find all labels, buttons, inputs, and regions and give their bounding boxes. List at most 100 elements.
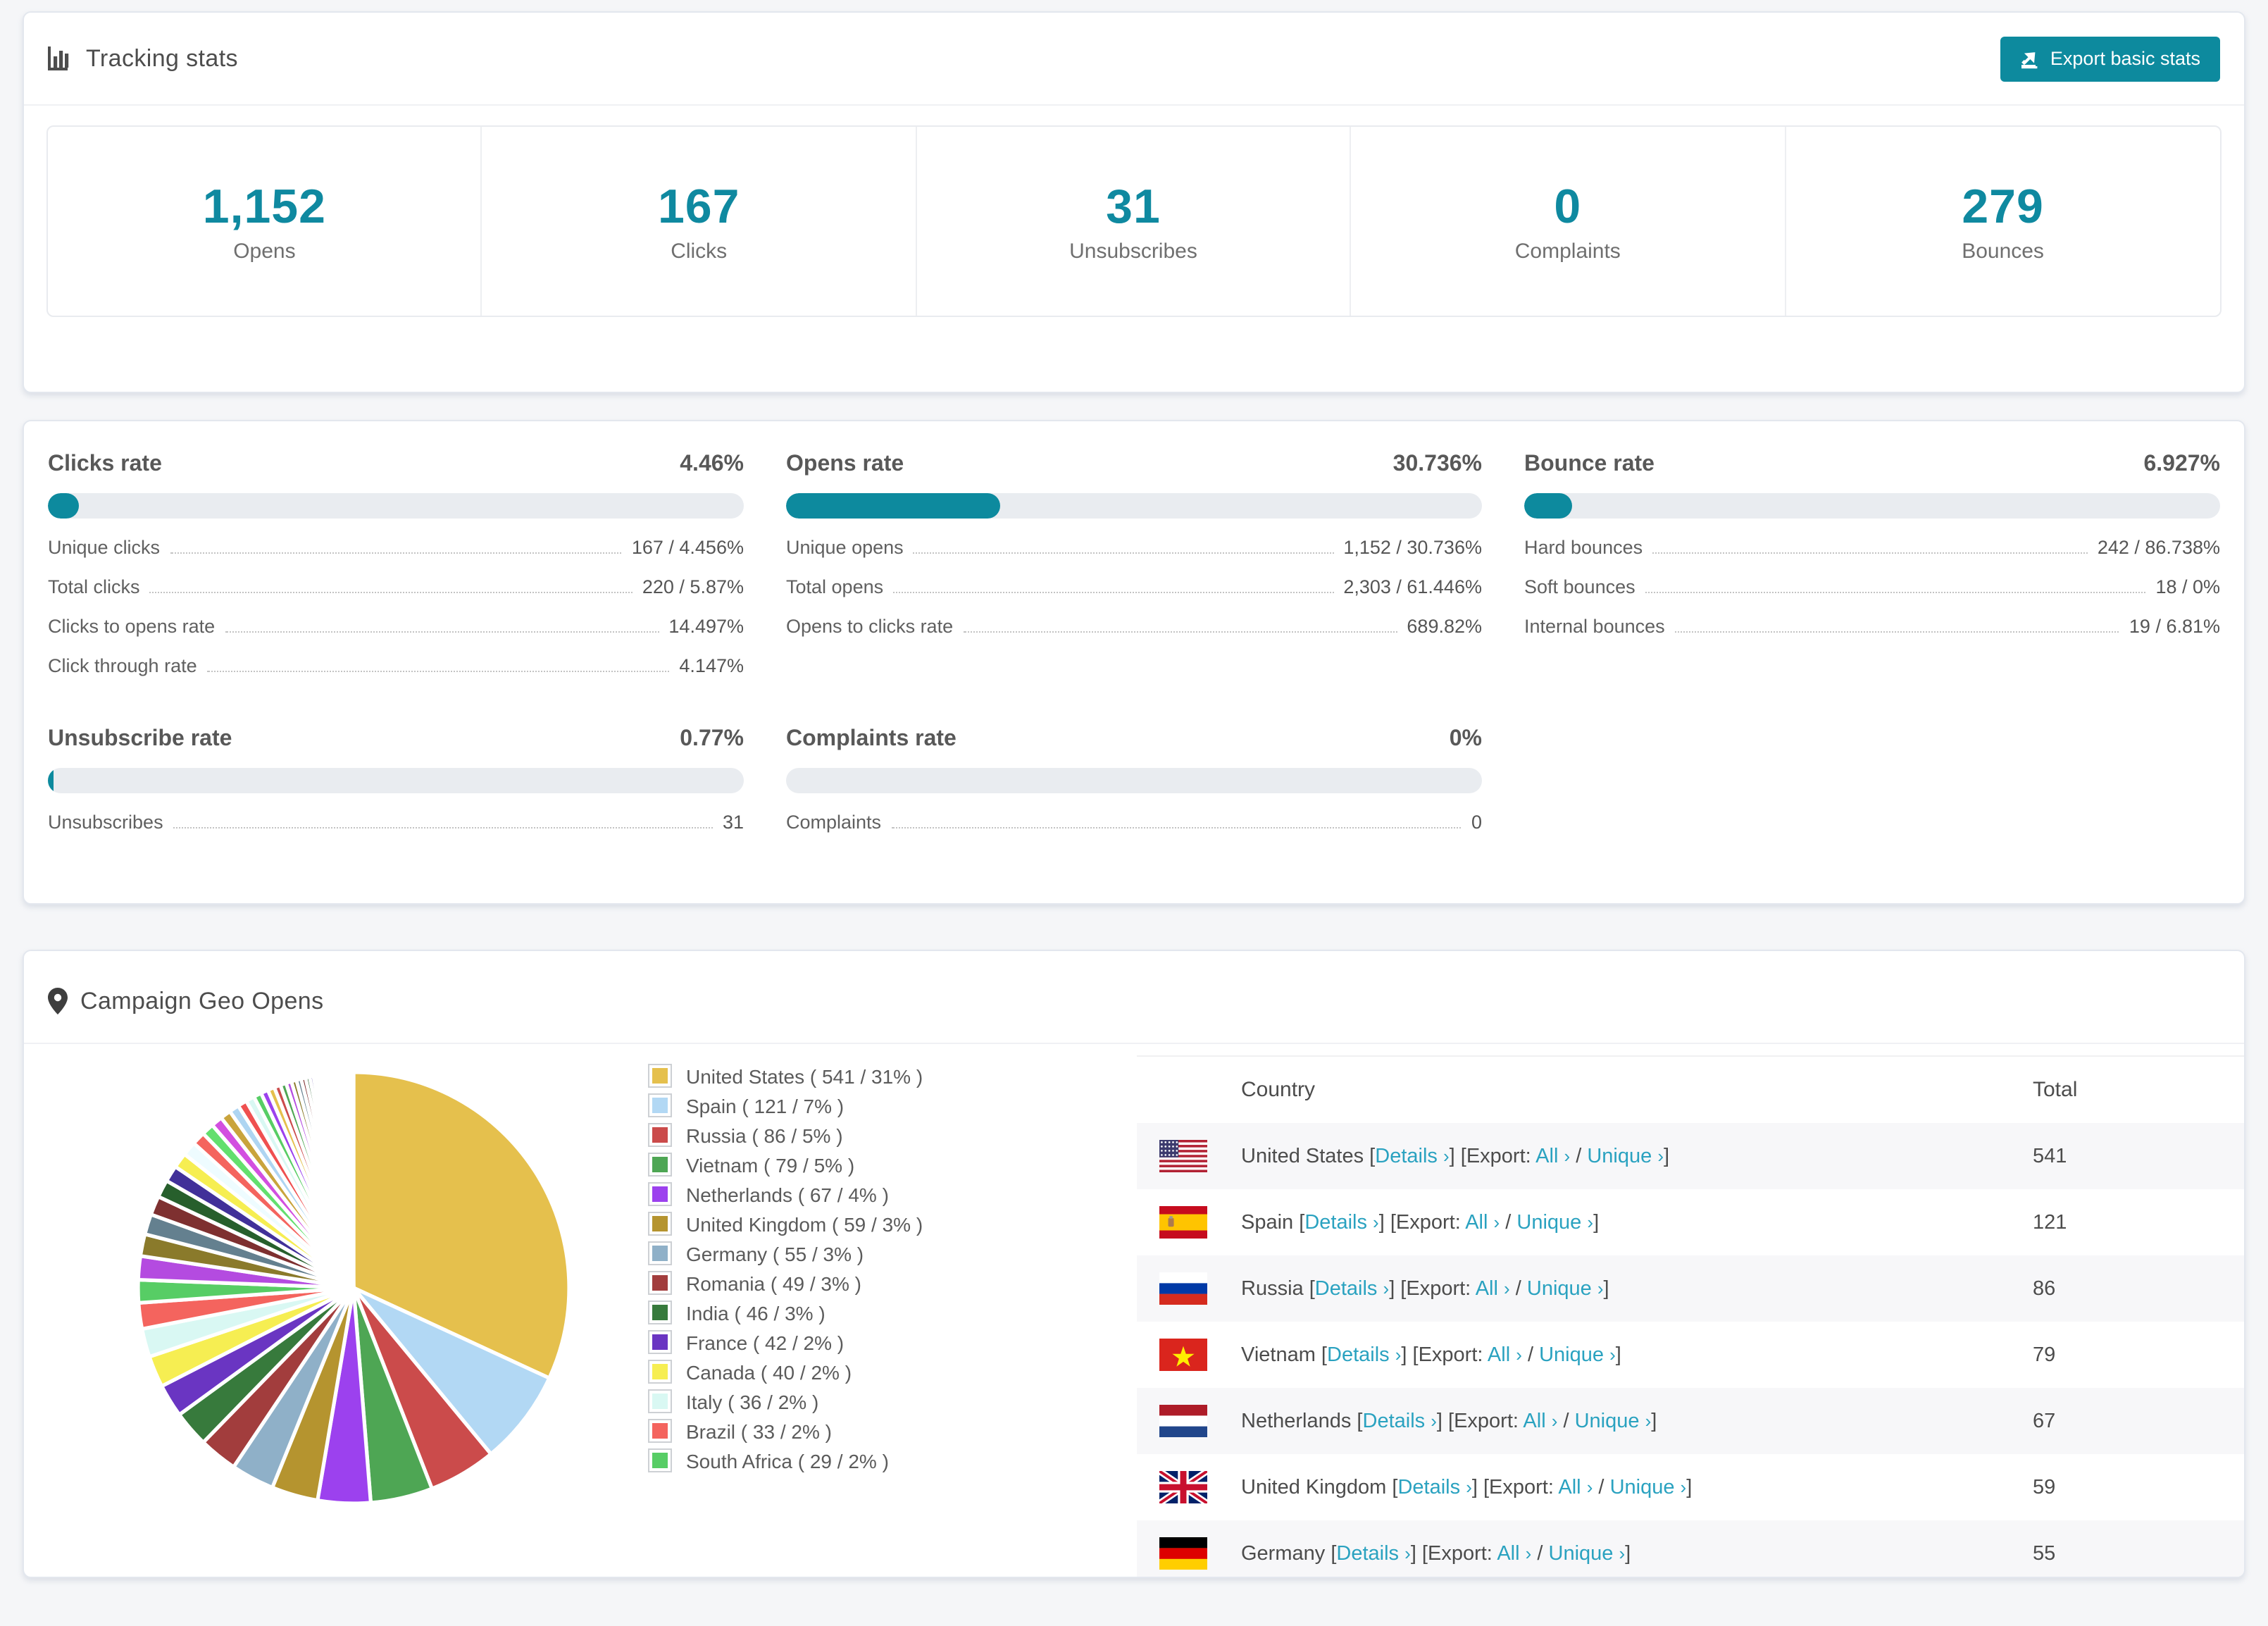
geo-opens-title: Campaign Geo Opens: [80, 987, 324, 1014]
export-unique-link[interactable]: Unique ›: [1548, 1542, 1626, 1565]
rate-detail-value: 1,152 / 30.736%: [1343, 537, 1482, 558]
legend-item: Netherlands ( 67 / 4% ): [649, 1183, 1086, 1205]
country-name: Netherlands: [1241, 1410, 1352, 1432]
details-link[interactable]: Details ›: [1362, 1410, 1437, 1432]
geo-table-row-gb: United Kingdom [Details ›] [Export: All …: [1137, 1454, 2244, 1520]
country-name: Vietnam: [1241, 1343, 1316, 1366]
details-link[interactable]: Details ›: [1304, 1211, 1379, 1234]
geo-opens-card: Campaign Geo Opens United States ( 541 /…: [23, 950, 2245, 1578]
pie-slice[interactable]: [351, 1070, 356, 1290]
rate-detail-row: Internal bounces 19 / 6.81%: [1524, 613, 2220, 637]
rate-detail-row: Unique opens 1,152 / 30.736%: [786, 534, 1482, 558]
export-all-link[interactable]: All ›: [1535, 1145, 1571, 1167]
column-header-total: Total: [2033, 1078, 2078, 1102]
geo-pie-chart: [134, 1068, 573, 1508]
legend-item: Spain ( 121 / 7% ): [649, 1094, 1086, 1117]
stat-value: 279: [1962, 180, 2044, 233]
rate-block-unsubscribe-rate: Unsubscribe rate 0.77% Unsubscribes 31: [48, 727, 744, 833]
stat-label: Unsubscribes: [1069, 239, 1197, 263]
rate-block-bounce-rate: Bounce rate 6.927% Hard bounces 242 / 86…: [1524, 452, 2220, 676]
pie-slice[interactable]: [351, 1070, 571, 1380]
legend-label: Russia ( 86 / 5% ): [686, 1124, 843, 1146]
stat-label: Clicks: [671, 239, 728, 263]
stat-box-complaints: 0 Complaints: [1351, 127, 1786, 316]
dotted-leader: [891, 827, 1462, 828]
legend-label: Spain ( 121 / 7% ): [686, 1094, 845, 1117]
legend-label: Germany ( 55 / 3% ): [686, 1242, 864, 1265]
legend-swatch: [649, 1361, 671, 1382]
export-unique-link[interactable]: Unique ›: [1587, 1145, 1664, 1167]
country-cell: United Kingdom [Details ›] [Export: All …: [1241, 1476, 1693, 1498]
geo-table-row-nl: Netherlands [Details ›] [Export: All › /…: [1137, 1388, 2244, 1454]
export-all-link[interactable]: All ›: [1558, 1476, 1593, 1498]
rate-progress-bar: [48, 493, 744, 519]
country-name: United Kingdom: [1241, 1476, 1387, 1498]
tracking-stats-title: Tracking stats: [86, 44, 238, 71]
total-cell: 86: [2033, 1277, 2056, 1300]
geo-table-row-de: Germany [Details ›] [Export: All › / Uni…: [1137, 1520, 2244, 1577]
campaign-stats-page: Tracking stats Export basic stats 1,152 …: [0, 11, 2268, 1626]
legend-label: Italy ( 36 / 2% ): [686, 1390, 819, 1413]
rate-detail-row: Unique clicks 167 / 4.456%: [48, 534, 744, 558]
rate-detail-value: 689.82%: [1407, 616, 1482, 637]
legend-swatch: [649, 1213, 671, 1234]
export-all-link[interactable]: All ›: [1475, 1277, 1510, 1300]
rate-title: Clicks rate: [48, 452, 162, 476]
legend-swatch: [649, 1124, 671, 1146]
details-link[interactable]: Details ›: [1314, 1277, 1390, 1300]
export-all-link[interactable]: All ›: [1487, 1343, 1522, 1366]
stat-label: Bounces: [1962, 239, 2044, 263]
geo-table-header: Country Total: [1137, 1057, 2244, 1123]
export-unique-link[interactable]: Unique ›: [1539, 1343, 1616, 1366]
legend-swatch: [649, 1391, 671, 1412]
legend-label: France ( 42 / 2% ): [686, 1331, 845, 1353]
summary-stats-grid: 1,152 Opens 167 Clicks 31 Unsubscribes 0 Co…: [46, 125, 2222, 317]
flag-gb-icon: [1159, 1471, 1207, 1503]
total-cell: 59: [2033, 1476, 2056, 1498]
export-basic-stats-button[interactable]: Export basic stats: [2000, 36, 2220, 81]
geo-table-row-es: Spain [Details ›] [Export: All › / Uniqu…: [1137, 1189, 2244, 1255]
country-cell: United States [Details ›] [Export: All ›…: [1241, 1145, 1670, 1167]
pie-slice[interactable]: [351, 1286, 552, 1456]
rate-value: 4.46%: [680, 452, 744, 476]
legend-item: United States ( 541 / 31% ): [649, 1065, 1086, 1087]
rate-detail-label: Complaints: [786, 812, 882, 833]
rate-detail-value: 220 / 5.87%: [642, 576, 744, 597]
rate-detail-label: Total opens: [786, 576, 884, 597]
column-header-country: Country: [1241, 1078, 1316, 1102]
export-unique-link[interactable]: Unique ›: [1516, 1211, 1594, 1234]
flag-vn-icon: [1159, 1339, 1207, 1371]
rate-detail-value: 0: [1471, 812, 1482, 833]
legend-item: Brazil ( 33 / 2% ): [649, 1420, 1086, 1442]
rate-detail-value: 19 / 6.81%: [2129, 616, 2220, 637]
export-all-link[interactable]: All ›: [1465, 1211, 1500, 1234]
flag-ru-icon: [1159, 1272, 1207, 1305]
details-link[interactable]: Details ›: [1327, 1343, 1402, 1366]
rate-detail-row: Hard bounces 242 / 86.738%: [1524, 534, 2220, 558]
export-all-link[interactable]: All ›: [1497, 1542, 1532, 1565]
rate-block-opens-rate: Opens rate 30.736% Unique opens 1,152 / …: [786, 452, 1482, 676]
country-cell: Netherlands [Details ›] [Export: All › /…: [1241, 1410, 1657, 1432]
stat-box-unsubscribes: 31 Unsubscribes: [917, 127, 1352, 316]
rate-progress-fill: [48, 768, 54, 793]
export-unique-link[interactable]: Unique ›: [1574, 1410, 1652, 1432]
export-all-link[interactable]: All ›: [1523, 1410, 1558, 1432]
legend-label: South Africa ( 29 / 2% ): [686, 1449, 889, 1472]
export-unique-link[interactable]: Unique ›: [1526, 1277, 1604, 1300]
country-name: Russia: [1241, 1277, 1304, 1300]
details-link[interactable]: Details ›: [1336, 1542, 1411, 1565]
details-link[interactable]: Details ›: [1375, 1145, 1450, 1167]
dotted-leader: [1674, 631, 2119, 633]
rate-progress-bar: [1524, 493, 2220, 519]
legend-item: United Kingdom ( 59 / 3% ): [649, 1212, 1086, 1235]
rate-block-complaints-rate: Complaints rate 0% Complaints 0: [786, 727, 1482, 833]
export-unique-link[interactable]: Unique ›: [1609, 1476, 1687, 1498]
rate-value: 6.927%: [2143, 452, 2220, 476]
rate-progress-bar: [786, 768, 1482, 793]
details-link[interactable]: Details ›: [1397, 1476, 1472, 1498]
flag-us-icon: [1159, 1140, 1207, 1172]
rate-detail-row: Click through rate 4.147%: [48, 652, 744, 676]
legend-swatch: [649, 1065, 671, 1086]
dotted-leader: [1652, 552, 2088, 554]
country-name: United States: [1241, 1145, 1364, 1167]
